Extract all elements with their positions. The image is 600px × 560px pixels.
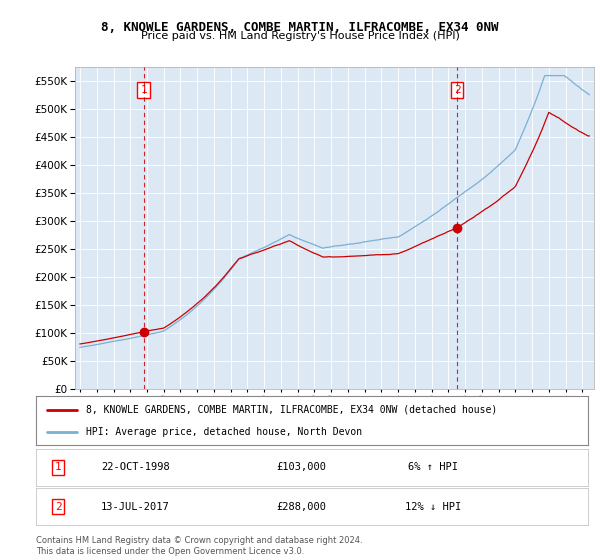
Text: 8, KNOWLE GARDENS, COMBE MARTIN, ILFRACOMBE, EX34 0NW (detached house): 8, KNOWLE GARDENS, COMBE MARTIN, ILFRACO… [86, 405, 497, 415]
Text: Contains HM Land Registry data © Crown copyright and database right 2024.: Contains HM Land Registry data © Crown c… [36, 536, 362, 545]
Text: This data is licensed under the Open Government Licence v3.0.: This data is licensed under the Open Gov… [36, 547, 304, 556]
Text: 13-JUL-2017: 13-JUL-2017 [101, 502, 170, 511]
Text: 6% ↑ HPI: 6% ↑ HPI [409, 463, 458, 472]
Text: 8, KNOWLE GARDENS, COMBE MARTIN, ILFRACOMBE, EX34 0NW: 8, KNOWLE GARDENS, COMBE MARTIN, ILFRACO… [101, 21, 499, 34]
Text: 2: 2 [454, 85, 461, 95]
Text: 12% ↓ HPI: 12% ↓ HPI [406, 502, 461, 511]
Text: 1: 1 [140, 85, 147, 95]
Text: £288,000: £288,000 [276, 502, 326, 511]
Text: Price paid vs. HM Land Registry's House Price Index (HPI): Price paid vs. HM Land Registry's House … [140, 31, 460, 41]
Text: 1: 1 [55, 463, 61, 472]
Text: 22-OCT-1998: 22-OCT-1998 [101, 463, 170, 472]
Text: HPI: Average price, detached house, North Devon: HPI: Average price, detached house, Nort… [86, 427, 362, 437]
Text: £103,000: £103,000 [276, 463, 326, 472]
Text: 2: 2 [55, 502, 61, 511]
